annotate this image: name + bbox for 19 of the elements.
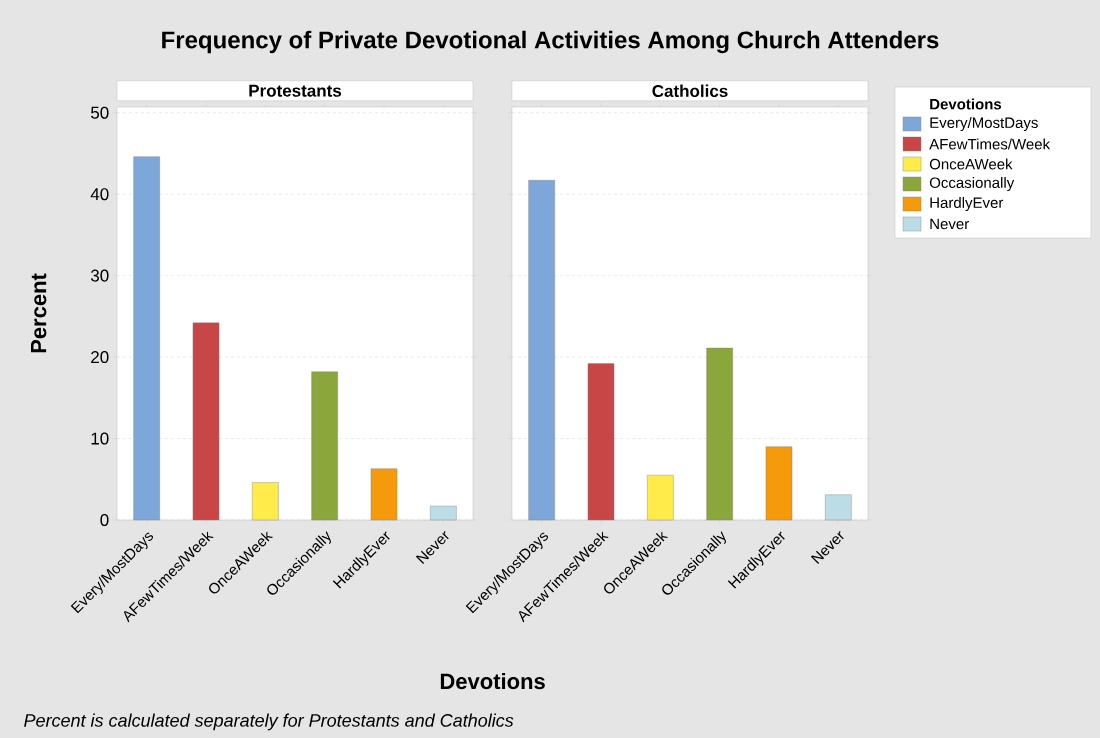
y-tick-label: 40 — [90, 188, 109, 201]
x-axis-title: Devotions — [440, 672, 545, 690]
chart-subtitle: Catholics — [652, 84, 728, 98]
y-tick-label: 0 — [100, 513, 109, 527]
legend-label: Occasionally — [929, 177, 1015, 191]
legend-title: Devotions — [930, 98, 1002, 110]
text: Percent is calculated separately for Protestants and Catholics — [24, 713, 514, 731]
legend-label: AFewTimes/Week — [929, 138, 1051, 150]
legend-label: Never — [930, 218, 969, 230]
y-axis-title: Percent — [31, 273, 47, 353]
y-tick-label: 20 — [91, 351, 109, 364]
legend-label: OnceAWeek — [929, 158, 1013, 170]
y-tick-label: 50 — [90, 106, 109, 119]
y-tick-label: 30 — [90, 269, 109, 282]
chart-subtitle: Protestants — [249, 84, 342, 97]
text: Frequency of Private Devotional Activities Among Church Attenders — [162, 30, 939, 54]
y-tick-label: 10 — [91, 432, 109, 445]
legend-label: Every/MostDays — [930, 117, 1038, 131]
legend-label: HardlyEver — [930, 197, 1004, 211]
